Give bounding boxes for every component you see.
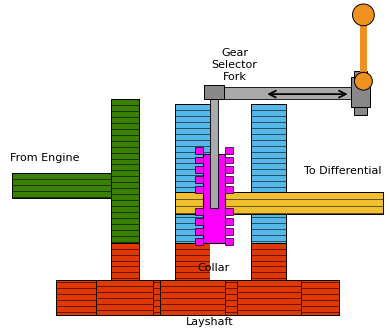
- Bar: [237, 280, 301, 315]
- Bar: [225, 218, 233, 225]
- Text: Gear
Selector
Fork: Gear Selector Fork: [212, 48, 257, 82]
- Bar: [160, 280, 225, 315]
- Text: To Differential: To Differential: [304, 166, 381, 176]
- Bar: [195, 157, 203, 164]
- Bar: [111, 243, 138, 280]
- Bar: [252, 104, 286, 243]
- Circle shape: [355, 72, 372, 90]
- Bar: [195, 208, 203, 215]
- Bar: [195, 176, 203, 183]
- Bar: [195, 166, 203, 173]
- Bar: [175, 104, 210, 243]
- Bar: [175, 243, 210, 280]
- Bar: [225, 176, 233, 183]
- Bar: [175, 192, 383, 214]
- Bar: [195, 228, 203, 235]
- Bar: [225, 166, 233, 173]
- Bar: [195, 238, 203, 245]
- Bar: [225, 186, 233, 193]
- Bar: [96, 280, 153, 315]
- Bar: [56, 280, 339, 315]
- Bar: [225, 157, 233, 164]
- Bar: [351, 77, 370, 107]
- Bar: [225, 147, 233, 154]
- Bar: [203, 154, 225, 243]
- Bar: [225, 208, 233, 215]
- Bar: [225, 238, 233, 245]
- Bar: [111, 99, 138, 243]
- Bar: [204, 85, 224, 99]
- Text: From Engine: From Engine: [10, 153, 79, 164]
- Bar: [224, 87, 351, 99]
- Bar: [12, 173, 111, 198]
- Circle shape: [353, 4, 374, 26]
- Text: Collar: Collar: [198, 263, 230, 272]
- Bar: [210, 89, 218, 208]
- Bar: [252, 243, 286, 280]
- Bar: [195, 218, 203, 225]
- Bar: [353, 107, 367, 115]
- Bar: [353, 71, 367, 79]
- Text: Layshaft: Layshaft: [186, 317, 234, 327]
- Bar: [210, 243, 252, 280]
- Bar: [195, 147, 203, 154]
- Bar: [225, 228, 233, 235]
- Bar: [195, 186, 203, 193]
